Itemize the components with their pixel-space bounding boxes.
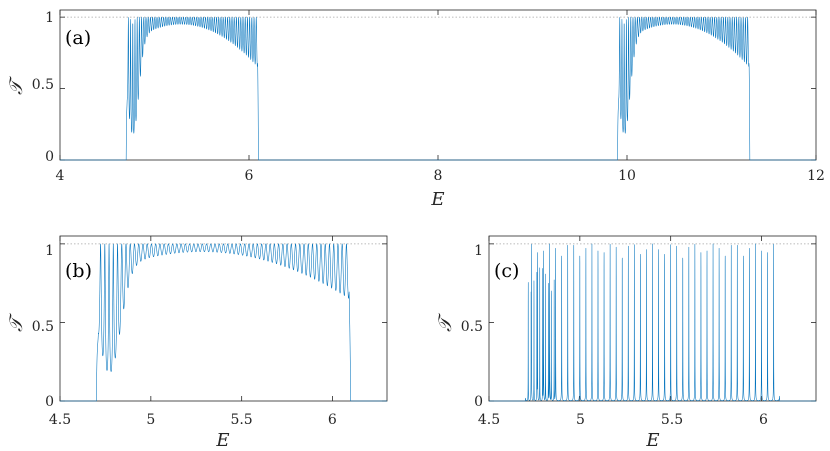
y-tick-label: 0 — [45, 149, 54, 165]
transmission-curve — [488, 243, 817, 402]
x-tick-label: 5 — [146, 412, 155, 428]
x-tick-label: 6 — [759, 412, 768, 428]
y-tick-label: 0 — [45, 394, 54, 410]
y-tick-label: 0.5 — [461, 319, 483, 335]
x-axis-label: E — [430, 189, 444, 210]
y-tick-label: 0.5 — [32, 77, 54, 93]
panel-b: 0 0.5 1 4.5 5 5.5 6 E 𝒯 (b) — [6, 235, 388, 451]
x-tick-label: 5.5 — [230, 412, 252, 428]
y-axis-label: 𝒯 — [435, 313, 456, 332]
y-tick-label: 1 — [45, 10, 54, 26]
x-tick-label: 5.5 — [661, 412, 683, 428]
plot-frame — [59, 9, 817, 161]
x-tick-label: 12 — [807, 168, 825, 184]
transmission-curve — [59, 16, 817, 161]
x-tick-label: 4.5 — [49, 412, 71, 428]
x-tick-label: 4.5 — [478, 412, 500, 428]
plot-frame — [59, 235, 388, 402]
panel-a: 0 0.5 1 4 6 8 10 12 E 𝒯 (a) — [6, 9, 825, 210]
panel-label: (b) — [65, 260, 92, 282]
y-axis-label: 𝒯 — [6, 76, 27, 95]
transmission-curve — [59, 243, 388, 402]
y-axis-label: 𝒯 — [6, 313, 27, 332]
x-tick-label: 5 — [576, 412, 585, 428]
plot-frame — [488, 235, 817, 402]
x-tick-label: 6 — [245, 168, 254, 184]
y-tick-label: 1 — [474, 243, 483, 259]
x-axis-label: E — [215, 430, 229, 451]
x-tick-label: 4 — [56, 168, 65, 184]
x-tick-label: 10 — [618, 168, 636, 184]
panel-label: (a) — [65, 27, 91, 49]
panel-c: 0 0.5 1 4.5 5 5.5 6 E 𝒯 (c) — [435, 235, 817, 451]
panel-label: (c) — [494, 260, 519, 282]
x-tick-label: 8 — [434, 168, 443, 184]
y-tick-label: 0 — [474, 394, 483, 410]
y-tick-label: 1 — [45, 243, 54, 259]
x-tick-label: 6 — [328, 412, 337, 428]
x-axis-label: E — [645, 430, 659, 451]
y-tick-label: 0.5 — [32, 319, 54, 335]
